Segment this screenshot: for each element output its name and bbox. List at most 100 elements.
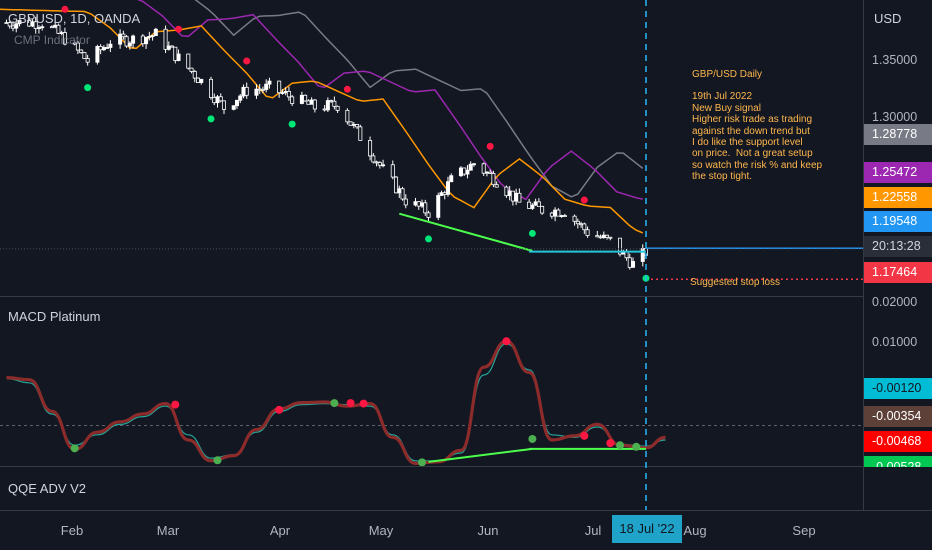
macd-buy-dot xyxy=(418,458,427,467)
candle xyxy=(186,53,191,70)
candle-body xyxy=(260,88,265,91)
candle-body xyxy=(322,108,327,111)
candle-body xyxy=(355,124,360,128)
candle-body xyxy=(494,184,499,188)
candle-body xyxy=(465,169,470,175)
chart-decorations xyxy=(0,0,932,511)
indicator-name[interactable]: CMP Indicator xyxy=(14,33,90,47)
candle-body xyxy=(163,28,168,50)
candle xyxy=(553,207,558,222)
candle-body xyxy=(471,163,476,166)
candle xyxy=(312,99,317,113)
sell-signal-dot xyxy=(580,196,588,204)
candle xyxy=(62,27,67,46)
candle xyxy=(82,52,87,59)
qqe-pane-label[interactable]: QQE ADV V2 xyxy=(8,481,87,496)
macd-buy-dot xyxy=(70,444,79,453)
buy-signal-dot xyxy=(288,120,296,128)
candle-body xyxy=(267,80,272,85)
candle-body xyxy=(601,234,606,239)
candle xyxy=(105,43,110,49)
macd-pane-label[interactable]: MACD Platinum xyxy=(8,309,101,324)
candle-body xyxy=(553,209,558,217)
candle xyxy=(98,44,103,55)
month-mar: Mar xyxy=(156,523,180,538)
candle xyxy=(196,77,201,83)
sell-signal-dot xyxy=(486,142,494,150)
candle-body xyxy=(631,261,636,268)
candle xyxy=(215,94,220,108)
candle-body xyxy=(504,186,509,197)
candle-body xyxy=(618,237,623,255)
candle-body xyxy=(221,100,226,110)
candle xyxy=(131,34,136,49)
candle xyxy=(173,46,178,64)
candle xyxy=(517,188,522,203)
candle-body xyxy=(582,223,587,231)
candle xyxy=(504,185,509,198)
candle-body xyxy=(118,33,123,45)
candle xyxy=(7,20,12,29)
buy-signal-dot xyxy=(425,235,433,243)
macd-sell-dot xyxy=(359,399,368,408)
macd-tick-1: 0.02000 xyxy=(872,295,918,309)
candle xyxy=(176,49,181,62)
candle-body xyxy=(381,164,386,167)
candle xyxy=(325,97,330,113)
candle xyxy=(14,22,19,33)
candle xyxy=(377,161,382,169)
candle xyxy=(277,80,282,98)
badge-last-price: 1.19548 xyxy=(864,211,932,232)
candle xyxy=(127,41,132,50)
trade-note-body: 19th Jul 2022 New Buy signal Higher risk… xyxy=(692,91,823,183)
candle-body xyxy=(186,53,191,69)
candle xyxy=(585,226,590,238)
candle-body xyxy=(144,36,149,45)
trade-note: GBP/USD Daily 19th Jul 2022 New Buy signa… xyxy=(692,69,822,183)
candle-body xyxy=(40,26,45,29)
buy-signal-dot xyxy=(84,84,92,92)
candle-body xyxy=(101,47,106,51)
cursor-date-badge[interactable]: 18 Jul '22 xyxy=(612,515,682,543)
candle-body xyxy=(585,229,590,236)
candle-body xyxy=(79,49,84,53)
macd-divergence-line xyxy=(428,447,533,463)
candle-body xyxy=(7,22,12,27)
candle xyxy=(254,84,259,99)
candle-body xyxy=(257,88,262,91)
candle xyxy=(514,188,519,206)
buy-signal-dot xyxy=(528,229,536,237)
candle xyxy=(355,123,360,130)
candle xyxy=(140,34,145,47)
candle-body xyxy=(153,28,158,36)
candle xyxy=(75,40,80,55)
candle-body xyxy=(189,67,194,72)
macd-tick-2: 0.01000 xyxy=(872,335,918,349)
candle-body xyxy=(413,201,418,206)
candle xyxy=(491,170,496,188)
badge-ma-purple: 1.25472 xyxy=(864,162,932,183)
candle xyxy=(507,186,512,201)
macd-buy-dot xyxy=(528,434,537,443)
candle-body xyxy=(579,223,584,226)
macd-pane xyxy=(0,337,864,467)
candle xyxy=(257,84,262,94)
candle-body xyxy=(416,201,421,207)
candle-body xyxy=(507,190,512,197)
candle-body xyxy=(510,190,515,202)
macd-sell-dot xyxy=(606,439,615,448)
candle-body xyxy=(108,43,113,48)
candle xyxy=(121,30,126,40)
candle xyxy=(631,257,636,268)
candle-body xyxy=(559,215,564,217)
candle-body xyxy=(173,46,178,61)
candle xyxy=(85,54,90,66)
candle-body xyxy=(105,47,110,49)
candle xyxy=(618,237,623,257)
candle xyxy=(17,20,22,27)
candle-body xyxy=(394,176,399,194)
candle xyxy=(351,121,356,129)
symbol-title[interactable]: GBPUSD, 1D, OANDA xyxy=(8,11,141,26)
candle-body xyxy=(348,121,353,126)
candle xyxy=(322,105,327,112)
